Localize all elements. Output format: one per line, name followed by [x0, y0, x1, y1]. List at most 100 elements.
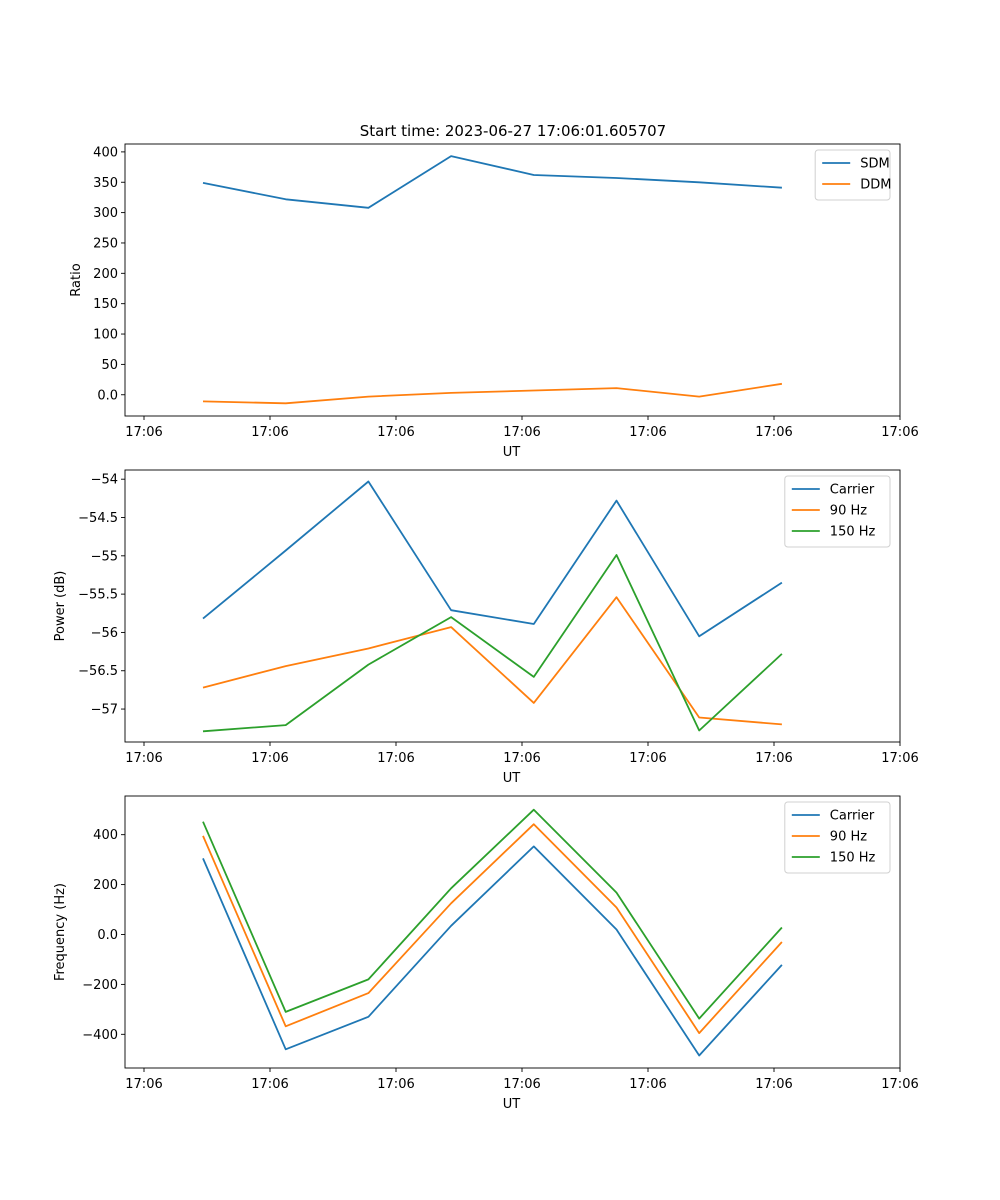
series-points-carrier	[202, 481, 782, 637]
series-line-sdm	[202, 155, 782, 209]
legend-item: 150 Hz	[791, 525, 876, 540]
x-axis-label: UT	[503, 771, 521, 786]
legend-item: 150 Hz	[791, 851, 876, 866]
x-tick-label: 17:06	[251, 425, 288, 440]
legend-label: Carrier	[830, 809, 875, 824]
y-tick-label: 0.0	[97, 388, 118, 403]
series-points-carrier	[202, 846, 782, 1056]
x-tick-label: 17:06	[881, 751, 918, 766]
x-axis-label: UT	[503, 445, 521, 460]
charts: 17:0617:0617:0617:0617:0617:0617:0617:07…	[53, 143, 919, 1112]
x-tick-label: 17:06	[377, 751, 414, 766]
figure-title: Start time: 2023-06-27 17:06:01.605707	[360, 122, 666, 140]
series-points-150-hz	[202, 555, 782, 732]
legend-item: 90 Hz	[791, 830, 867, 845]
x-tick-label: 17:06	[755, 1077, 792, 1092]
y-tick-label: 400	[93, 145, 118, 160]
x-tick-label: 17:06	[503, 425, 540, 440]
legend-label: Carrier	[830, 483, 875, 498]
y-tick-label: 0.0	[97, 928, 118, 943]
x-tick-label: 17:06	[881, 425, 918, 440]
x-tick-label: 17:06	[755, 751, 792, 766]
y-axis-label: Power (dB)	[53, 571, 68, 642]
x-tick-label: 17:06	[377, 425, 414, 440]
axes-frame	[124, 795, 901, 1069]
x-tick-label: 17:06	[251, 1077, 288, 1092]
y-axis-ticks: 400 200 0.0 −200 −400	[82, 828, 125, 1043]
series-points-90-hz	[202, 824, 782, 1034]
legend-box	[784, 801, 891, 874]
y-tick-label: −55	[91, 549, 118, 564]
y-tick-label: −56.5	[78, 664, 118, 679]
chart-panel-1: 17:0617:0617:0617:0617:0617:0617:0617:07…	[69, 143, 919, 460]
y-axis-ticks: 0.0 50 100 150 200 250 300 350 400	[93, 145, 125, 403]
x-tick-label: 17:06	[503, 1077, 540, 1092]
y-tick-label: −55.5	[78, 588, 118, 603]
legend-label: 90 Hz	[830, 830, 867, 845]
legend: SDM DDM	[814, 149, 891, 201]
y-tick-label: 400	[93, 828, 118, 843]
series-line-150-hz	[202, 554, 783, 733]
x-tick-label: 17:06	[125, 751, 162, 766]
y-tick-label: −200	[82, 978, 118, 993]
series-points-150-hz	[202, 809, 782, 1019]
series-points-sdm	[202, 156, 782, 208]
y-tick-label: 100	[93, 328, 118, 343]
legend-label: DDM	[860, 178, 891, 193]
legend-item: 90 Hz	[791, 504, 867, 519]
y-tick-label: 300	[93, 206, 118, 221]
x-tick-label: 17:06	[125, 425, 162, 440]
x-tick-label: 17:06	[629, 751, 666, 766]
series-line-carrier	[202, 480, 783, 638]
y-tick-label: −54	[91, 473, 118, 488]
x-tick-label: 17:06	[377, 1077, 414, 1092]
legend-box	[784, 475, 891, 548]
legend: Carrier 90 Hz 150 Hz	[784, 475, 891, 548]
y-tick-label: 150	[93, 297, 118, 312]
legend: Carrier 90 Hz 150 Hz	[784, 801, 891, 874]
y-tick-label: −56	[91, 626, 118, 641]
series-points-90-hz	[202, 597, 782, 725]
axes-frame	[124, 143, 901, 417]
series-points-ddm	[202, 383, 782, 404]
legend-label: 90 Hz	[830, 504, 867, 519]
legend-item: SDM	[822, 157, 890, 172]
x-tick-label: 17:06	[881, 1077, 918, 1092]
legend-item: DDM	[822, 178, 891, 193]
x-axis-label: UT	[503, 1097, 521, 1112]
x-tick-label: 17:06	[629, 1077, 666, 1092]
y-tick-label: −400	[82, 1028, 118, 1043]
legend-label: SDM	[860, 157, 889, 172]
chart-panel-3: 17:0617:0617:0617:0617:0617:0617:0617:07…	[53, 795, 919, 1112]
x-tick-label: 17:06	[251, 751, 288, 766]
y-tick-label: −54.5	[78, 511, 118, 526]
y-tick-label: 250	[93, 236, 118, 251]
legend-item: Carrier	[791, 483, 875, 498]
series-line-150-hz	[202, 808, 783, 1020]
x-tick-label: 17:06	[629, 425, 666, 440]
y-tick-label: 200	[93, 267, 118, 282]
legend-label: 150 Hz	[830, 851, 876, 866]
y-tick-label: 50	[101, 358, 118, 373]
legend-label: 150 Hz	[830, 525, 876, 540]
y-axis-ticks: −54 −54.5 −55 −55.5 −56 −56.5 −57	[78, 473, 125, 718]
series-line-ddm	[202, 382, 783, 405]
y-axis-label: Frequency (Hz)	[53, 883, 68, 981]
x-tick-label: 17:06	[755, 425, 792, 440]
axes-frame	[124, 469, 901, 743]
legend-item: Carrier	[791, 809, 875, 824]
x-tick-label: 17:06	[125, 1077, 162, 1092]
series-line-90-hz	[202, 823, 783, 1034]
series-line-90-hz	[202, 596, 782, 726]
y-tick-label: 200	[93, 878, 118, 893]
chart-panel-2: 17:0617:0617:0617:0617:0617:0617:0617:07…	[53, 469, 919, 786]
series-line-carrier	[202, 845, 783, 1057]
y-axis-label: Ratio	[69, 263, 84, 296]
y-tick-label: 350	[93, 176, 118, 191]
y-tick-label: −57	[91, 703, 118, 718]
x-tick-label: 17:06	[503, 751, 540, 766]
